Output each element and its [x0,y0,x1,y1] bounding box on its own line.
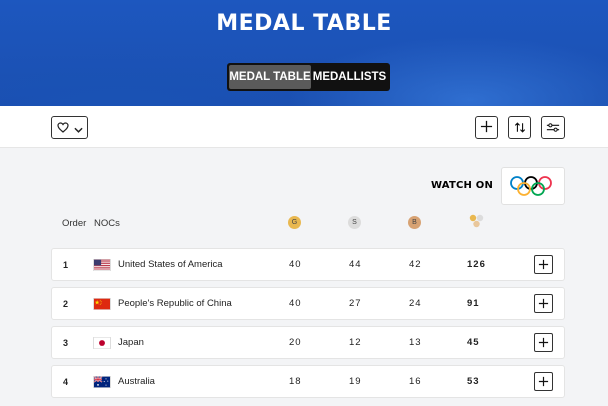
bronze-count: 16 [409,376,422,387]
gold-medal-icon: G [288,216,301,229]
expand-row-button[interactable] [534,294,553,313]
plus-icon [538,333,549,352]
expand-row-button[interactable] [534,372,553,391]
total-count: 126 [467,259,486,270]
bronze-count: 42 [409,259,422,270]
table-row[interactable]: 4 Australia 18 19 16 53 [51,365,565,398]
total-medals-icon [468,213,486,231]
plus-icon [538,372,549,391]
gold-count: 40 [289,259,302,270]
silver-medal-icon: S [348,216,361,229]
total-count: 91 [467,298,480,309]
silver-count: 12 [349,337,362,348]
column-header-order: Order [62,218,87,229]
chevron-down-icon [73,118,83,137]
country-name: Japan [118,337,144,348]
favorites-dropdown[interactable] [51,116,88,139]
expand-all-button[interactable] [475,116,498,139]
tab-medal-table[interactable]: MEDAL TABLE [229,65,311,89]
sort-button[interactable] [508,116,531,139]
country-name: People's Republic of China [118,298,232,309]
column-header-nocs: NOCs [94,218,120,229]
sliders-icon [546,118,560,137]
plus-icon [538,255,549,274]
table-row[interactable]: 3 Japan 20 12 13 45 [51,326,565,359]
heart-icon [56,118,69,137]
silver-count: 19 [349,376,362,387]
expand-row-button[interactable] [534,255,553,274]
silver-count: 44 [349,259,362,270]
gold-count: 18 [289,376,302,387]
country-name: United States of America [118,259,223,270]
rank: 2 [63,298,69,309]
toolbar [0,106,608,148]
china-flag-icon [93,298,111,310]
expand-row-button[interactable] [534,333,553,352]
plus-icon [538,294,549,313]
olympic-rings-icon [502,176,564,208]
country-name: Australia [118,376,155,387]
filter-button[interactable] [541,116,565,139]
sort-icon [514,118,526,137]
bronze-medal-icon: B [408,216,421,229]
page-header: MEDAL TABLE MEDAL TABLE MEDALLISTS [0,0,608,106]
rank: 3 [63,337,69,348]
silver-count: 27 [349,298,362,309]
gold-count: 20 [289,337,302,348]
watch-on-logo-button[interactable] [501,167,565,205]
rank: 1 [63,259,69,270]
rank: 4 [63,376,69,387]
plus-icon [480,118,493,137]
tab-medallists[interactable]: MEDALLISTS [312,71,387,83]
australia-flag-icon [93,376,111,388]
total-count: 45 [467,337,480,348]
japan-flag-icon [93,337,111,349]
total-count: 53 [467,376,480,387]
table-row[interactable]: 2 People's Republic of China 40 27 24 91 [51,287,565,320]
watch-on-label: WATCH ON [431,180,494,191]
usa-flag-icon [93,259,111,271]
page-title: MEDAL TABLE [216,11,392,36]
view-switcher: MEDAL TABLE MEDALLISTS [227,63,390,91]
gold-count: 40 [289,298,302,309]
table-row[interactable]: 1 United States of America 40 44 42 126 [51,248,565,281]
bronze-count: 24 [409,298,422,309]
bronze-count: 13 [409,337,422,348]
